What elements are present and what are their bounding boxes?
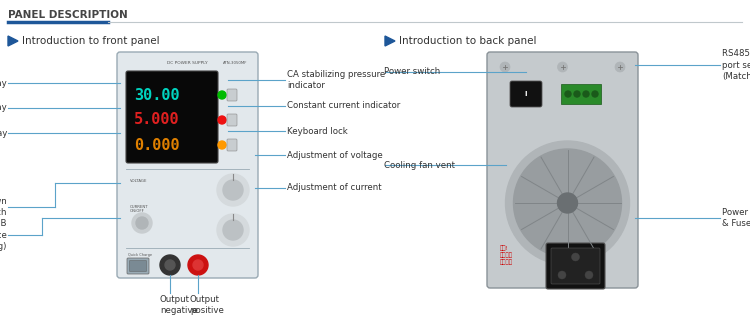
Circle shape [615,62,625,72]
Circle shape [583,91,589,97]
Polygon shape [385,36,395,46]
Circle shape [217,214,249,246]
Circle shape [565,91,571,97]
FancyBboxPatch shape [551,248,600,284]
Text: 警告!
内有高压
请勿拆开: 警告! 内有高压 请勿拆开 [500,245,513,265]
Circle shape [500,62,510,72]
Text: ON/OFF shutdown
switch: ON/OFF shutdown switch [0,197,7,217]
FancyBboxPatch shape [126,71,218,163]
Text: DC POWER SUPPLY: DC POWER SUPPLY [167,61,208,65]
Text: Introduction to front panel: Introduction to front panel [22,36,160,46]
Text: VOLTAGE: VOLTAGE [130,179,148,183]
FancyBboxPatch shape [546,243,605,289]
Text: 0.000: 0.000 [134,137,180,153]
Circle shape [558,271,566,279]
Circle shape [557,193,578,213]
Text: Power display: Power display [0,129,7,137]
Circle shape [572,253,580,261]
FancyBboxPatch shape [510,81,542,107]
Circle shape [506,141,629,265]
Text: Quick Charge: Quick Charge [128,253,152,257]
Text: Constant current indicator: Constant current indicator [287,101,400,111]
Circle shape [218,141,226,149]
Text: Adjustment of current: Adjustment of current [287,183,382,193]
FancyBboxPatch shape [227,139,237,151]
Text: Keyboard lock: Keyboard lock [287,127,348,135]
Circle shape [218,116,226,124]
Text: Current display: Current display [0,104,7,113]
FancyBboxPatch shape [227,89,237,101]
Text: CURRENT: CURRENT [130,205,149,209]
Polygon shape [8,36,18,46]
Text: Voltage display: Voltage display [0,78,7,88]
Circle shape [514,149,622,257]
FancyBboxPatch shape [487,52,638,288]
Text: Output
positive: Output positive [190,295,224,315]
Text: Power switch: Power switch [384,68,440,76]
Text: RS485 serial
port seat
(Matching): RS485 serial port seat (Matching) [722,50,750,81]
Circle shape [217,174,249,206]
Text: Power input socket
& Fuse seat: Power input socket & Fuse seat [722,208,750,228]
Circle shape [557,62,568,72]
FancyBboxPatch shape [127,258,149,274]
Text: Adjustment of voltage: Adjustment of voltage [287,151,382,159]
Circle shape [223,180,243,200]
Circle shape [165,260,175,270]
Text: ATN-3050MF: ATN-3050MF [223,61,247,65]
Circle shape [574,91,580,97]
FancyBboxPatch shape [227,114,237,126]
Circle shape [188,255,208,275]
Text: 5.000: 5.000 [134,113,180,128]
Text: I: I [525,91,527,97]
FancyBboxPatch shape [130,260,146,272]
FancyBboxPatch shape [561,84,601,104]
Text: 30.00: 30.00 [134,88,180,102]
Text: ON/OFF: ON/OFF [130,209,145,213]
Text: CA stabilizing pressure
indicator: CA stabilizing pressure indicator [287,70,386,90]
Text: PANEL DESCRIPTION: PANEL DESCRIPTION [8,10,128,20]
FancyBboxPatch shape [117,52,258,278]
Circle shape [592,91,598,97]
Circle shape [193,260,203,270]
Text: Cooling fan vent: Cooling fan vent [384,160,455,170]
Text: Fast charging USB
output interface
(Matching): Fast charging USB output interface (Matc… [0,219,7,251]
Circle shape [160,255,180,275]
Text: Output
negative: Output negative [160,295,198,315]
Circle shape [136,217,148,229]
Circle shape [223,220,243,240]
Circle shape [585,271,593,279]
Circle shape [218,91,226,99]
Circle shape [132,213,152,233]
Text: Introduction to back panel: Introduction to back panel [399,36,536,46]
